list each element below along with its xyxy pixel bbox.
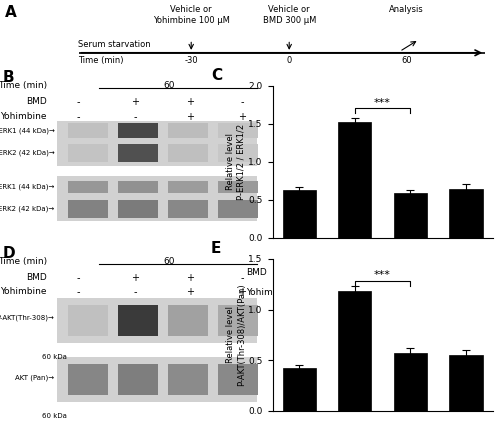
Text: BMD: BMD bbox=[246, 268, 267, 277]
Bar bbox=[449, 189, 482, 238]
Text: Time (min): Time (min) bbox=[78, 56, 124, 65]
FancyBboxPatch shape bbox=[218, 200, 258, 218]
Text: 60: 60 bbox=[402, 56, 412, 65]
Text: Analysis: Analysis bbox=[390, 6, 424, 15]
Text: -: - bbox=[76, 287, 80, 297]
Bar bbox=[394, 193, 427, 238]
Text: -: - bbox=[298, 268, 301, 277]
Text: +: + bbox=[406, 288, 414, 297]
Text: B: B bbox=[2, 70, 14, 85]
FancyBboxPatch shape bbox=[218, 144, 258, 162]
FancyBboxPatch shape bbox=[68, 123, 108, 138]
Bar bbox=[282, 369, 316, 411]
Text: 60 kDa: 60 kDa bbox=[42, 354, 67, 360]
Text: ERK2 (42 kDa)→: ERK2 (42 kDa)→ bbox=[0, 205, 54, 212]
Text: -: - bbox=[134, 112, 137, 122]
FancyBboxPatch shape bbox=[68, 364, 108, 395]
Text: E: E bbox=[211, 241, 222, 256]
Text: -: - bbox=[240, 97, 244, 107]
FancyBboxPatch shape bbox=[168, 181, 208, 193]
FancyBboxPatch shape bbox=[118, 305, 158, 336]
FancyBboxPatch shape bbox=[168, 305, 208, 336]
Text: -30: -30 bbox=[184, 56, 198, 65]
Text: 60: 60 bbox=[163, 256, 175, 265]
Text: Yohimbine: Yohimbine bbox=[0, 112, 47, 121]
Text: D: D bbox=[2, 246, 15, 261]
FancyBboxPatch shape bbox=[168, 144, 208, 162]
Text: +: + bbox=[238, 112, 246, 122]
Text: +: + bbox=[406, 268, 414, 277]
Text: Vehicle or
Yohimbine 100 μM: Vehicle or Yohimbine 100 μM bbox=[153, 6, 230, 25]
Text: P-ERK2 (42 kDa)→: P-ERK2 (42 kDa)→ bbox=[0, 150, 54, 156]
Text: 60: 60 bbox=[163, 81, 175, 90]
Text: Time (min): Time (min) bbox=[0, 81, 47, 90]
Text: -: - bbox=[76, 112, 80, 122]
FancyBboxPatch shape bbox=[118, 123, 158, 138]
FancyBboxPatch shape bbox=[168, 123, 208, 138]
Bar bbox=[338, 291, 372, 411]
Bar bbox=[338, 122, 372, 238]
Text: -: - bbox=[298, 288, 301, 297]
FancyBboxPatch shape bbox=[168, 364, 208, 395]
Text: Time (min): Time (min) bbox=[0, 256, 47, 265]
Text: 60 kDa: 60 kDa bbox=[42, 413, 67, 419]
FancyBboxPatch shape bbox=[68, 181, 108, 193]
Text: P-AKT(Thr-308)→: P-AKT(Thr-308)→ bbox=[0, 315, 54, 321]
Text: +: + bbox=[186, 97, 194, 107]
Text: +: + bbox=[462, 288, 469, 297]
Text: +: + bbox=[131, 273, 139, 283]
Text: +: + bbox=[238, 287, 246, 297]
Text: BMD: BMD bbox=[26, 97, 47, 106]
Text: +: + bbox=[186, 273, 194, 283]
Bar bbox=[394, 353, 427, 411]
Text: C: C bbox=[211, 68, 222, 83]
Text: +: + bbox=[351, 268, 358, 277]
Text: +: + bbox=[131, 97, 139, 107]
Text: -: - bbox=[464, 268, 468, 277]
Bar bbox=[282, 190, 316, 238]
FancyBboxPatch shape bbox=[68, 305, 108, 336]
Text: ERK1 (44 kDa)→: ERK1 (44 kDa)→ bbox=[0, 184, 54, 190]
FancyBboxPatch shape bbox=[57, 176, 258, 221]
Text: Yohimbine: Yohimbine bbox=[246, 288, 293, 297]
Text: AKT (Pan)→: AKT (Pan)→ bbox=[16, 374, 54, 380]
FancyBboxPatch shape bbox=[118, 200, 158, 218]
FancyBboxPatch shape bbox=[57, 357, 258, 402]
FancyBboxPatch shape bbox=[57, 298, 258, 343]
FancyBboxPatch shape bbox=[218, 305, 258, 336]
Text: -: - bbox=[134, 287, 137, 297]
FancyBboxPatch shape bbox=[168, 200, 208, 218]
FancyBboxPatch shape bbox=[118, 181, 158, 193]
Text: 0: 0 bbox=[286, 56, 292, 65]
FancyBboxPatch shape bbox=[118, 144, 158, 162]
Text: +: + bbox=[186, 112, 194, 122]
Text: A: A bbox=[5, 6, 17, 21]
Bar bbox=[449, 355, 482, 411]
FancyBboxPatch shape bbox=[218, 364, 258, 395]
FancyBboxPatch shape bbox=[218, 181, 258, 193]
FancyBboxPatch shape bbox=[218, 123, 258, 138]
Text: ***: *** bbox=[374, 98, 391, 107]
Text: Serum starvation: Serum starvation bbox=[78, 40, 151, 49]
Text: -: - bbox=[76, 97, 80, 107]
FancyBboxPatch shape bbox=[57, 121, 258, 166]
FancyBboxPatch shape bbox=[68, 200, 108, 218]
Y-axis label: Relative level
P-AKT(Thr-308)/AKT(Pan): Relative level P-AKT(Thr-308)/AKT(Pan) bbox=[226, 284, 246, 386]
Text: ***: *** bbox=[374, 270, 391, 280]
FancyBboxPatch shape bbox=[68, 144, 108, 162]
Text: -: - bbox=[76, 273, 80, 283]
FancyBboxPatch shape bbox=[118, 364, 158, 395]
Y-axis label: Relative level
P-ERK1/2 / ERK1/2: Relative level P-ERK1/2 / ERK1/2 bbox=[226, 124, 246, 199]
Text: Yohimbine: Yohimbine bbox=[0, 287, 47, 296]
Text: -: - bbox=[353, 288, 356, 297]
Text: +: + bbox=[186, 287, 194, 297]
Text: BMD: BMD bbox=[26, 273, 47, 282]
Text: Vehicle or
BMD 300 μM: Vehicle or BMD 300 μM bbox=[262, 6, 316, 25]
Text: P-ERK1 (44 kDa)→: P-ERK1 (44 kDa)→ bbox=[0, 127, 54, 134]
Text: -: - bbox=[240, 273, 244, 283]
